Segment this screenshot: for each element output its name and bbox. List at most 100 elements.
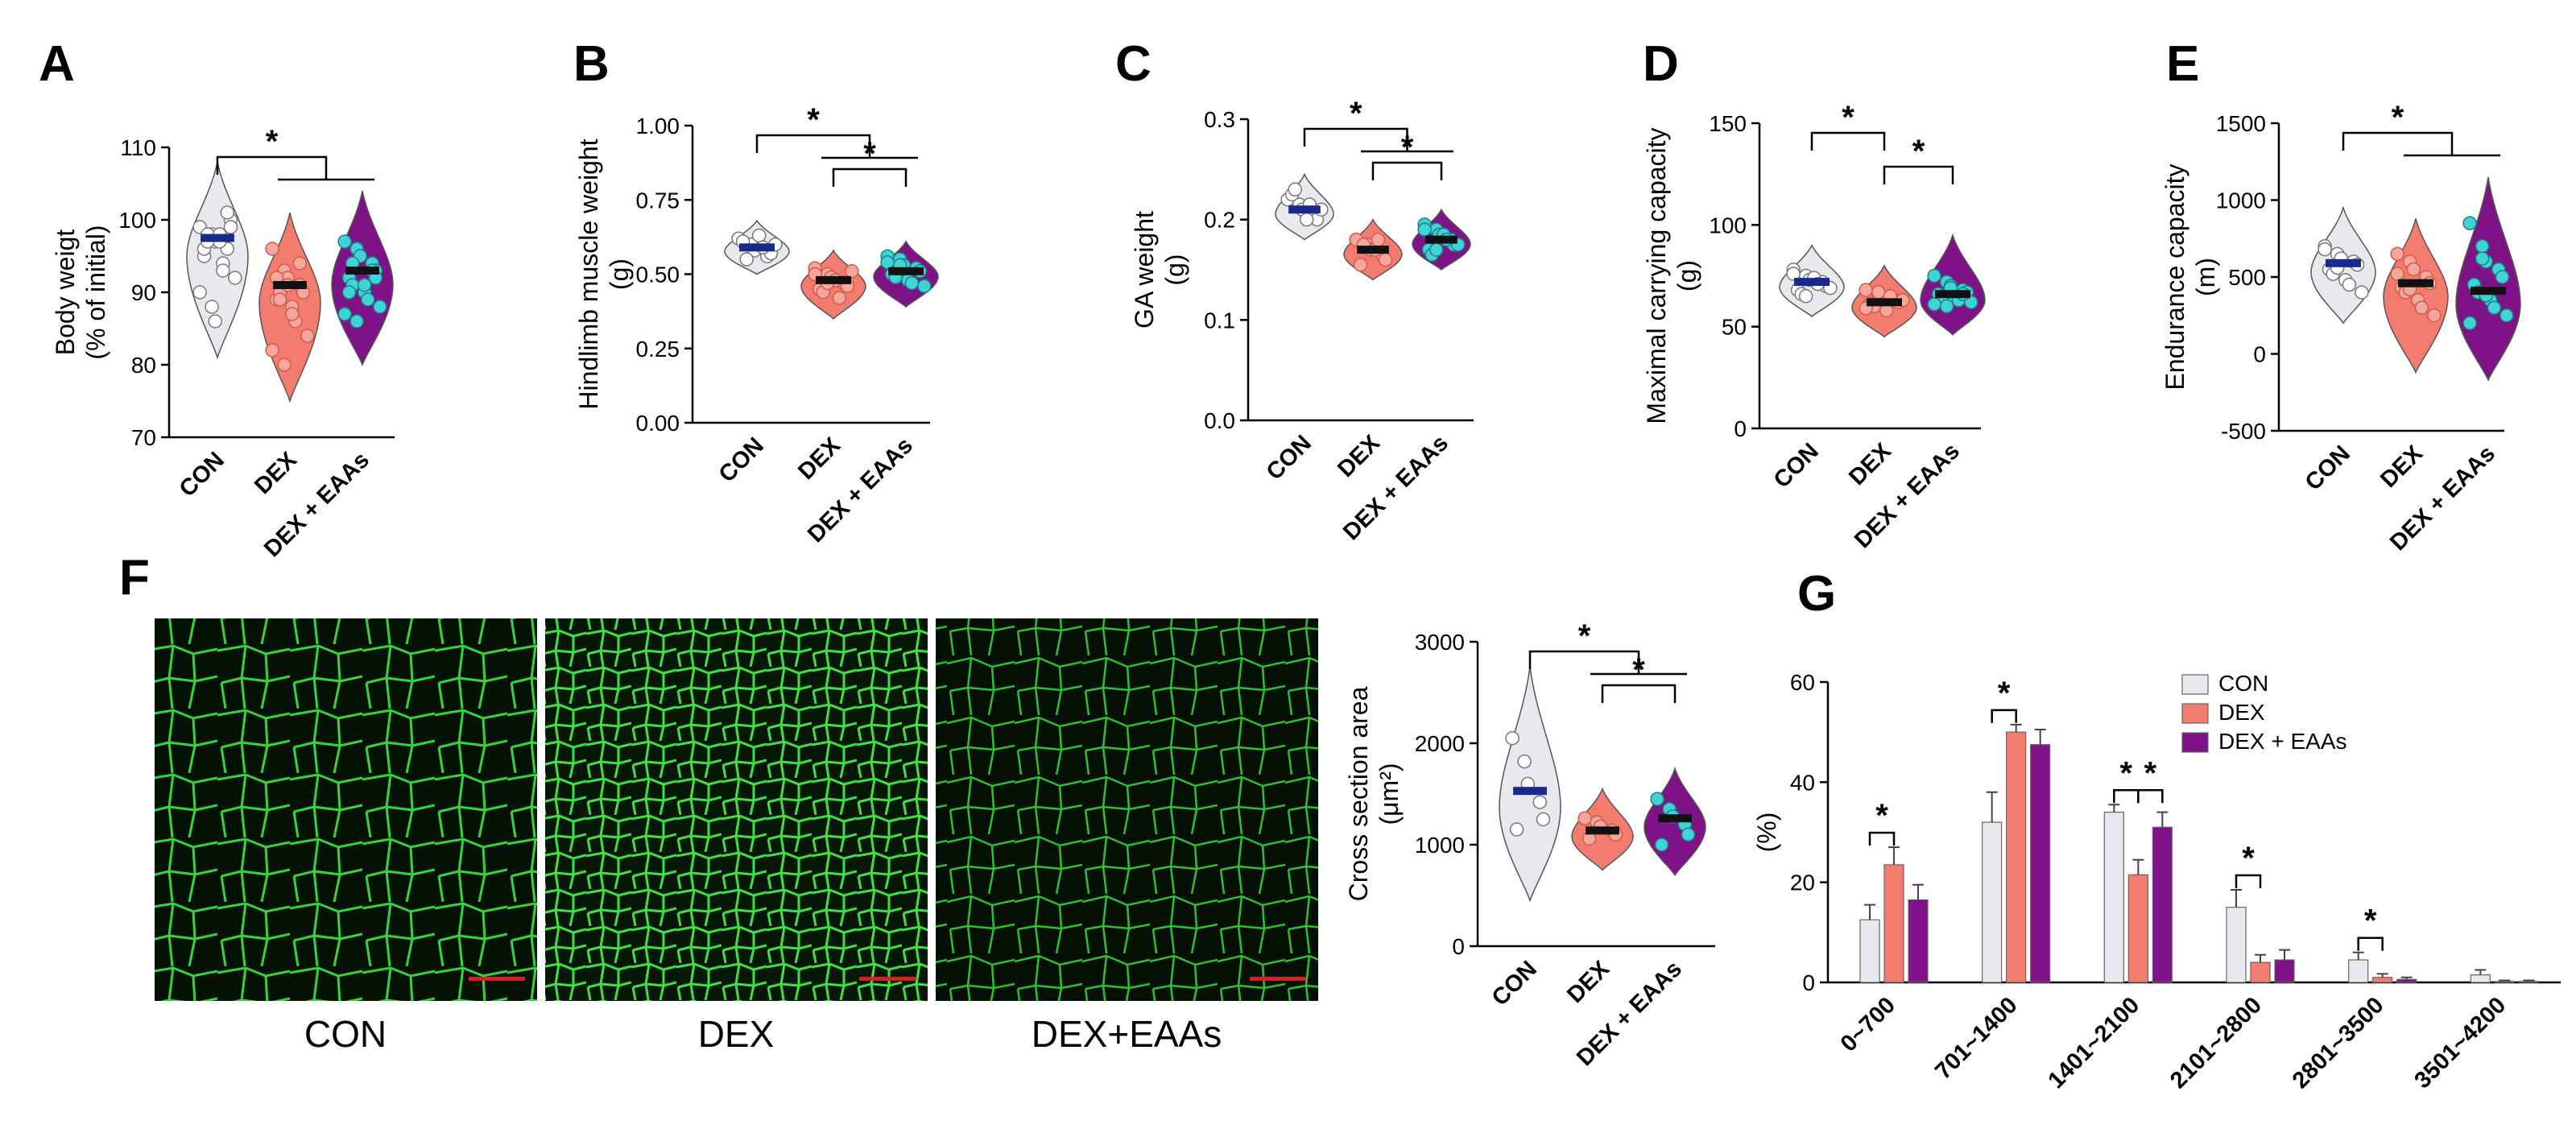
scale-bar: [1250, 977, 1306, 981]
legend-swatch: [2181, 732, 2209, 753]
data-point: [192, 285, 207, 300]
data-point: [2390, 267, 2404, 281]
significance-star: *: [2242, 841, 2255, 876]
bar-dex-eaas: [2152, 826, 2173, 983]
y-axis-unit: (% of initial): [81, 225, 110, 359]
significance-bracket: [1528, 650, 1687, 676]
y-tick-label: 150: [1709, 111, 1747, 136]
data-point: [2427, 308, 2442, 323]
y-axis-title: (%): [1752, 812, 1781, 853]
y-tick-label: 0.75: [636, 188, 680, 213]
data-point: [284, 307, 300, 321]
error-bar: [2108, 804, 2120, 812]
y-tick-label: 0.25: [636, 337, 680, 362]
data-point: [349, 314, 364, 329]
y-tick-label: 0.2: [1204, 208, 1235, 233]
y-tick-label: 0: [2253, 342, 2266, 367]
y-axis-unit: (g): [605, 258, 634, 290]
y-axis-title: GA weight: [1130, 211, 1159, 329]
data-point: [373, 300, 387, 314]
median-line: [1794, 278, 1830, 287]
significance-star: *: [1401, 130, 1414, 165]
data-point: [1859, 283, 1873, 297]
error-bar: [2400, 976, 2413, 980]
error-bar: [2523, 979, 2535, 982]
median-line: [201, 234, 234, 242]
bar-dex: [2250, 961, 2271, 983]
significance-star: *: [863, 136, 876, 172]
data-point: [1798, 289, 1813, 304]
median-line: [739, 243, 775, 252]
y-tick-label: 80: [131, 353, 156, 378]
bar-con: [2103, 812, 2124, 983]
data-point: [337, 234, 352, 249]
y-tick-label: 500: [2228, 265, 2266, 290]
data-point: [1650, 792, 1664, 807]
bar-con: [2470, 974, 2491, 983]
significance-bracket: [832, 167, 908, 187]
error-bar: [2255, 953, 2266, 963]
significance-star: *: [1842, 100, 1854, 135]
panel-letter-c: C: [1115, 36, 1152, 92]
error-bar: [2499, 979, 2511, 982]
median-line: [1288, 205, 1321, 214]
scale-bar: [469, 977, 525, 981]
violin-dex-eaas: [331, 190, 394, 367]
data-point: [205, 300, 219, 314]
data-point: [1299, 212, 1314, 227]
scale-bar: [859, 977, 916, 981]
bar-dex-eaas: [2274, 959, 2295, 983]
data-point: [1927, 297, 1941, 312]
legend-label: DEX: [2218, 700, 2265, 725]
data-point: [880, 254, 895, 270]
error-bar: [1888, 846, 1900, 865]
micrograph-image: [155, 618, 537, 1001]
bar-dex: [2127, 874, 2148, 983]
data-point: [1532, 795, 1548, 809]
y-tick-label: 1500: [2216, 111, 2266, 136]
data-point: [1654, 837, 1669, 852]
significance-bracket: [1601, 684, 1677, 703]
y-axis-title: Body weigt: [51, 229, 80, 356]
error-bar: [2475, 969, 2487, 975]
micrograph-image: [545, 618, 928, 1001]
panel-a: A 70 80 90 100 110 Body weigt (% of initial) CON…: [39, 36, 395, 562]
data-point: [1786, 267, 1801, 281]
bar-dex-eaas: [2396, 978, 2417, 983]
y-tick-label: 1.00: [636, 114, 680, 139]
error-bar: [2156, 811, 2169, 828]
error-bar: [2034, 729, 2046, 745]
x-tick-label: CON: [1262, 430, 1317, 485]
data-point: [904, 275, 920, 291]
data-point: [1288, 182, 1302, 197]
micrograph-image: [936, 618, 1318, 1001]
significance-star: *: [1350, 96, 1362, 131]
significance-bracket: [2342, 131, 2500, 157]
y-tick-label: 0: [1734, 416, 1747, 441]
median-line: [1586, 826, 1619, 835]
y-tick-label: 70: [131, 425, 156, 450]
x-tick-label: 701~1400: [1930, 992, 2022, 1084]
x-tick-label: CON: [175, 447, 229, 502]
panel-letter-b: B: [573, 36, 610, 92]
data-point: [1927, 268, 1941, 283]
significance-bracket: [2137, 789, 2164, 804]
data-point: [2318, 242, 2332, 257]
y-tick-label: 3000: [1415, 630, 1465, 655]
violin-dex-eaas: [2455, 176, 2521, 382]
significance-bracket: [216, 155, 374, 181]
bar-con: [2226, 907, 2247, 983]
bar-dex: [1883, 864, 1904, 983]
micrograph-dex-eaas: DEX+EAAs: [936, 618, 1318, 1055]
significance-star: *: [2392, 100, 2404, 135]
significance-star: *: [2120, 755, 2133, 791]
significance-bracket: [2113, 789, 2140, 804]
micrograph-dex: DEX: [545, 618, 928, 1055]
data-point: [357, 278, 372, 292]
y-axis-unit: (g): [1160, 254, 1189, 285]
significance-star: *: [1632, 652, 1645, 688]
y-tick-label: 100: [1709, 213, 1747, 238]
y-tick-label: 0.3: [1204, 107, 1235, 132]
significance-bracket: [1371, 161, 1443, 180]
